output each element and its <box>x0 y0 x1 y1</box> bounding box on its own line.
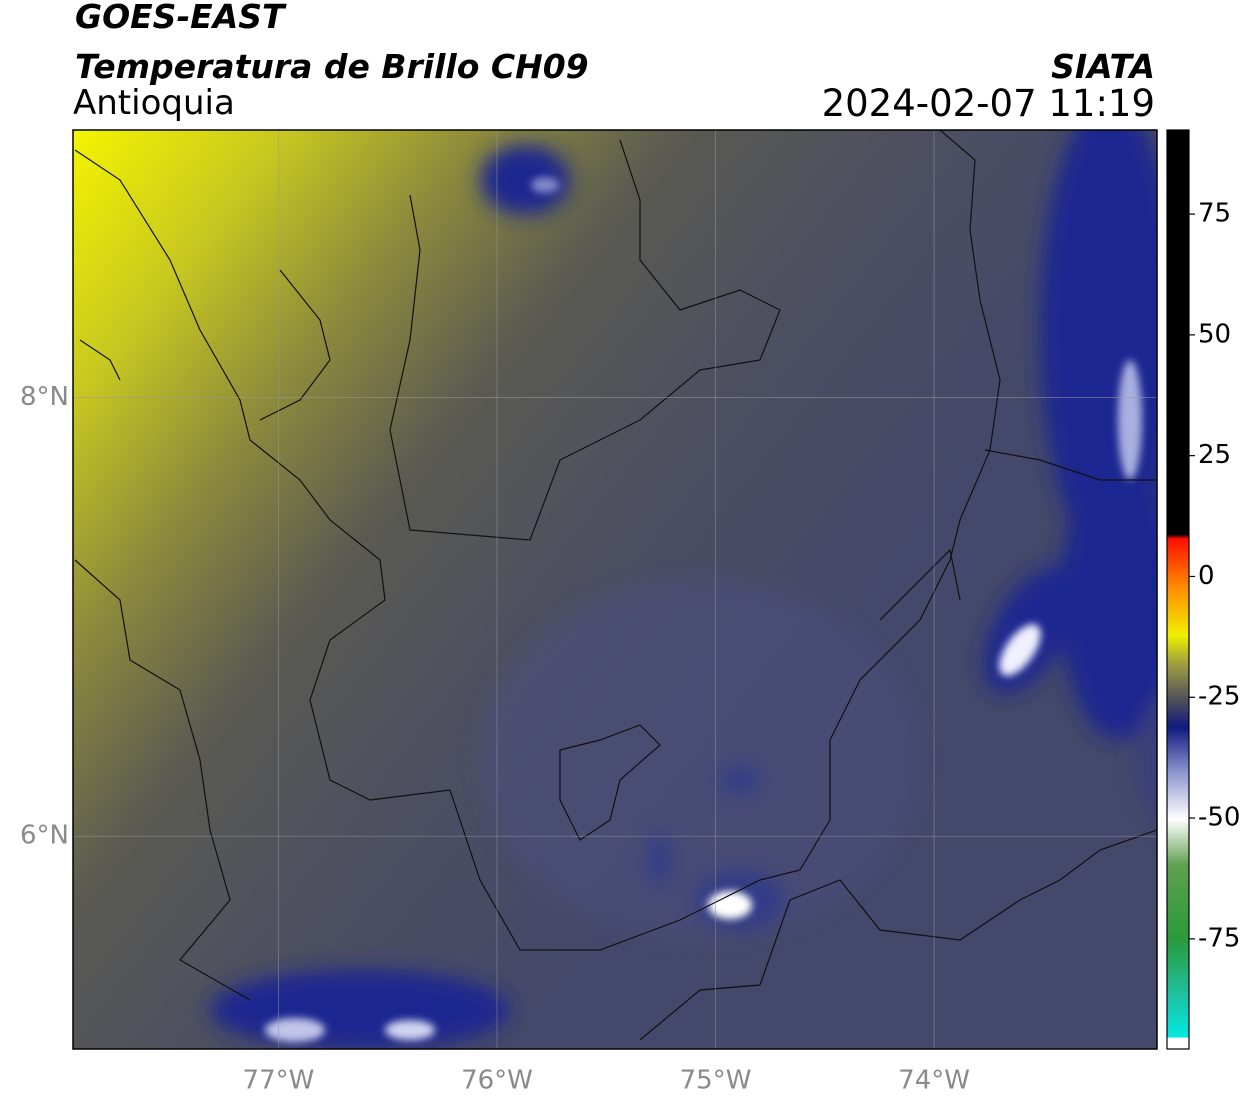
colorbar-tick-label: 25 <box>1198 440 1231 470</box>
colorbar-tick-label: -25 <box>1198 682 1240 712</box>
graticule <box>73 130 1157 1049</box>
colorbar-tick-label: -50 <box>1198 803 1240 833</box>
colorbar-tick-label: -75 <box>1198 923 1240 953</box>
lon-tick-label: 76°W <box>461 1066 533 1096</box>
lat-tick-label: 6°N <box>20 821 69 851</box>
boundaries <box>74 130 1157 1041</box>
datetime: 2024-02-07 11:19 <box>822 82 1155 125</box>
satellite-title: GOES-EAST <box>75 0 287 36</box>
colorbar-tick-label: 50 <box>1198 319 1231 349</box>
colorbar <box>1166 129 1190 1050</box>
lon-tick-label: 75°W <box>680 1066 752 1096</box>
lon-tick-label: 77°W <box>243 1066 315 1096</box>
colorbar-tick-label: 0 <box>1198 561 1215 591</box>
region: Antioquia <box>73 83 235 123</box>
map-frame <box>72 129 1158 1050</box>
agency: SIATA <box>1051 47 1155 86</box>
cold-tops <box>265 177 1142 1042</box>
product-title: Temperatura de Brillo CH09 <box>75 47 589 86</box>
lon-tick-label: 74°W <box>898 1066 970 1096</box>
colorbar-tick-label: 75 <box>1198 199 1231 229</box>
lat-tick-label: 8°N <box>20 382 69 412</box>
map-image <box>73 130 1157 1049</box>
